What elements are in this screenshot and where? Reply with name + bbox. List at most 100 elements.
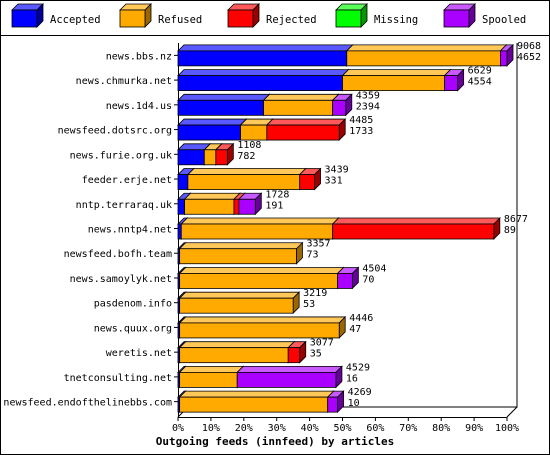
x-tick-label: 80% bbox=[432, 423, 450, 434]
row-total-label: 4485 bbox=[349, 115, 373, 126]
legend-label-accepted: Accepted bbox=[50, 14, 101, 26]
row-secondary-label: 53 bbox=[303, 299, 315, 310]
row-total-label: 3077 bbox=[310, 338, 334, 349]
bar-segment-refused-top bbox=[178, 242, 304, 250]
row-total-label: 4269 bbox=[348, 387, 372, 398]
row-label: news.bbs.nz bbox=[106, 51, 172, 62]
row-secondary-label: 782 bbox=[237, 151, 255, 162]
bar-segment-refused bbox=[203, 149, 217, 166]
row-label: weretis.net bbox=[106, 348, 172, 359]
x-tick-label: 90% bbox=[465, 423, 483, 434]
bar-segment-refused-top bbox=[186, 168, 307, 175]
bar-segment-accepted bbox=[177, 198, 185, 215]
row-secondary-label: 35 bbox=[310, 349, 322, 360]
bar-segment-refused bbox=[179, 371, 238, 388]
row-label: pasdenom.info bbox=[94, 299, 172, 310]
plot-area: 0% 10% 20% 30% 40% 50% 60% 70% 80% 90% 100% news.bb… bbox=[3, 41, 541, 434]
bar-segment-refused bbox=[180, 223, 334, 240]
bar-segment-refused-top bbox=[183, 192, 241, 200]
bar-segment-spooled bbox=[327, 396, 338, 413]
row-total-label: 3219 bbox=[303, 288, 327, 299]
row-label: newsfeed.dotsrc.org bbox=[58, 126, 172, 137]
bar-segment-spooled bbox=[444, 75, 459, 91]
legend-label-spooled: Spooled bbox=[482, 14, 526, 26]
bar-segment-accepted bbox=[177, 124, 241, 141]
row-secondary-label: 2394 bbox=[356, 101, 380, 112]
bar-segment-spooled bbox=[332, 99, 347, 116]
bar-segment-refused bbox=[179, 396, 329, 413]
bar-segment-refused bbox=[240, 124, 268, 141]
bar-segment-spooled bbox=[238, 198, 256, 215]
legend-swatch-rejected bbox=[227, 9, 254, 28]
bar-segment-refused-top bbox=[180, 217, 340, 225]
row-total-label: 8677 bbox=[504, 214, 528, 225]
x-tick-label: 30% bbox=[268, 423, 286, 434]
bar-segment-accepted bbox=[177, 149, 205, 166]
bar-segment-accepted bbox=[177, 50, 348, 67]
bar-segment-refused bbox=[179, 248, 297, 265]
chart-title: Outgoing feeds (innfeed) by articles bbox=[156, 435, 394, 448]
bar-segment-refused bbox=[342, 75, 445, 91]
bar-segment-refused bbox=[179, 297, 294, 314]
bar-segment-refused-top bbox=[178, 365, 245, 373]
legend: Accepted Refused Rejected Missing Spooled bbox=[11, 3, 526, 28]
bar-segment-rejected bbox=[233, 198, 240, 215]
bar-segment-refused-top bbox=[178, 390, 335, 398]
bar-segment-spooled-top bbox=[236, 365, 343, 373]
legend-label-refused: Refused bbox=[158, 14, 202, 26]
bar-segment-refused bbox=[263, 99, 334, 116]
row-total-label: 4529 bbox=[346, 362, 370, 373]
bar-segment-accepted bbox=[177, 99, 264, 116]
row-secondary-label: 1733 bbox=[349, 126, 373, 137]
row-secondary-label: 70 bbox=[362, 274, 374, 285]
x-tick-label: 40% bbox=[301, 423, 319, 434]
row-label: news.1d4.us bbox=[106, 101, 172, 112]
legend-swatch-missing bbox=[335, 9, 362, 28]
row-label: news.furie.org.uk bbox=[70, 150, 172, 161]
row-secondary-label: 73 bbox=[306, 250, 318, 261]
row-total-label: 1728 bbox=[265, 189, 289, 200]
x-tick-label: 50% bbox=[333, 423, 351, 434]
bar-segment-spooled bbox=[337, 273, 353, 289]
x-tick-label: 100% bbox=[495, 423, 519, 434]
bar-segment-accepted-top bbox=[177, 93, 271, 101]
row-label: feeder.erje.net bbox=[82, 175, 172, 186]
row-label: newsfeed.bofh.team bbox=[64, 249, 172, 260]
bar-segment-spooled bbox=[500, 50, 508, 67]
row-total-label: 4504 bbox=[362, 263, 386, 274]
bar-segment-rejected bbox=[266, 124, 340, 141]
row-label: news.samoylyk.net bbox=[70, 274, 172, 285]
bar-segment-rejected-top bbox=[331, 217, 501, 225]
bar-segment-refused bbox=[187, 174, 301, 190]
bar-segment-accepted-top bbox=[177, 44, 354, 52]
bar-segment-rejected bbox=[215, 149, 228, 166]
row-secondary-label: 16 bbox=[346, 373, 358, 384]
row-label: nntp.terraraq.uk bbox=[76, 200, 172, 211]
bar-segment-refused-top bbox=[178, 267, 345, 274]
row-label: tnetconsulting.net bbox=[64, 373, 172, 384]
bar-segment-refused-top bbox=[178, 291, 301, 299]
bar-segment-refused-top bbox=[262, 93, 340, 101]
row-total-label: 3357 bbox=[306, 239, 330, 250]
bar-segment-accepted bbox=[177, 223, 182, 240]
row-total-label: 1108 bbox=[237, 140, 261, 151]
bar-segment-refused bbox=[346, 50, 501, 67]
row-secondary-label: 331 bbox=[325, 176, 343, 187]
bar-segment-accepted-top bbox=[177, 69, 350, 76]
bar-segment-refused bbox=[179, 322, 340, 339]
bar-segment-accepted bbox=[177, 174, 189, 190]
legend-swatch-spooled bbox=[443, 9, 470, 28]
bar-segment-refused bbox=[179, 273, 338, 289]
row-total-label: 9068 bbox=[517, 41, 541, 52]
bar-segment-rejected bbox=[299, 174, 315, 190]
